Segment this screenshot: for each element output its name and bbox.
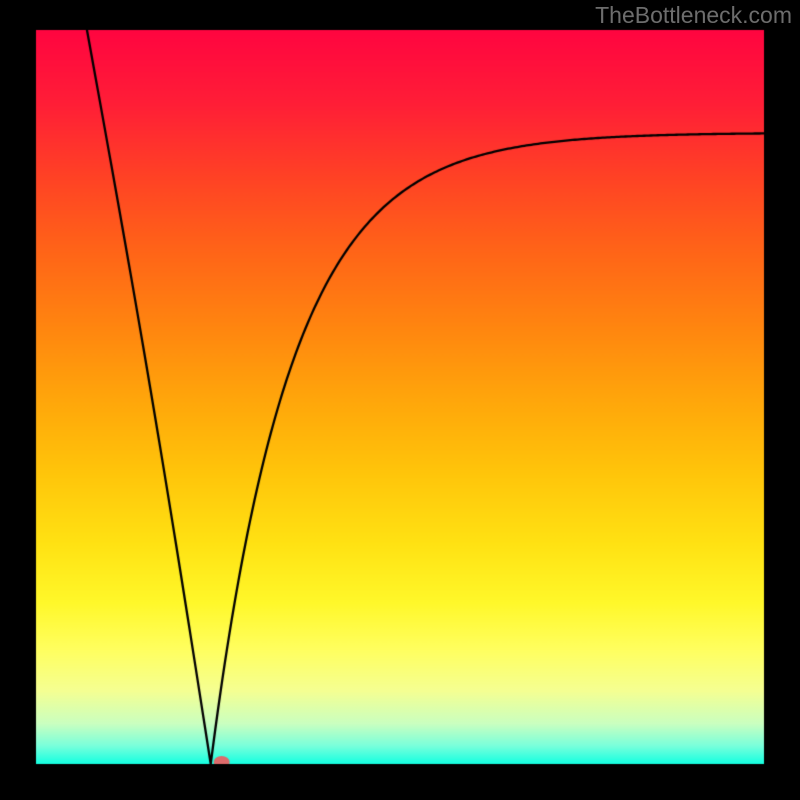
bottleneck-chart-canvas [0,0,800,800]
branding-text: TheBottleneck.com [595,2,792,29]
